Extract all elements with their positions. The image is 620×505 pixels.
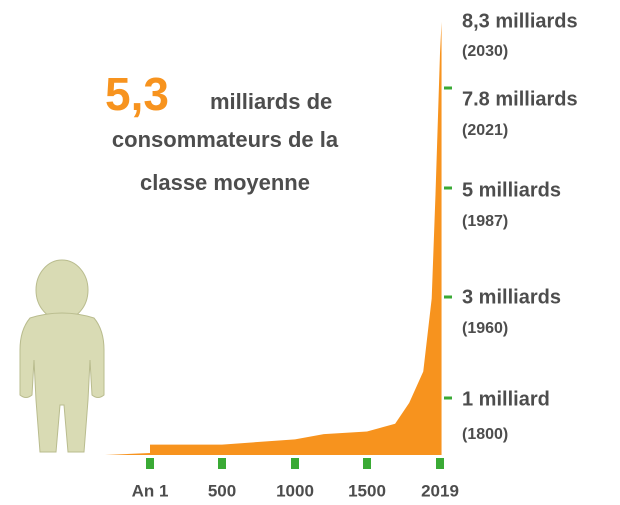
annotation-year: (1960) bbox=[462, 320, 508, 337]
headline-line: consommateurs de la bbox=[112, 127, 339, 152]
x-tick bbox=[146, 458, 154, 469]
annotation-label: 3 milliards bbox=[462, 286, 561, 308]
x-tick bbox=[363, 458, 371, 469]
x-tick bbox=[436, 458, 444, 469]
annotation-label: 5 milliards bbox=[462, 179, 561, 201]
headline-unit: milliards de bbox=[210, 89, 332, 114]
right-axis-ticks bbox=[444, 86, 452, 400]
x-tick bbox=[218, 458, 226, 469]
x-tick-label: 1500 bbox=[348, 481, 386, 500]
headline-line: classe moyenne bbox=[140, 170, 310, 195]
x-tick-label: 2019 bbox=[421, 481, 459, 500]
x-tick bbox=[291, 458, 299, 469]
annotation-label: 8,3 milliards bbox=[462, 10, 578, 32]
person-figure bbox=[19, 259, 105, 453]
annotation-year: (2030) bbox=[462, 43, 508, 60]
annotation-year: (1987) bbox=[462, 213, 508, 230]
area bbox=[105, 22, 442, 455]
annotation-year: (2021) bbox=[462, 122, 508, 139]
x-tick-label: 1000 bbox=[276, 481, 314, 500]
x-tick-label: 500 bbox=[208, 481, 236, 500]
headline-number: 5,3 bbox=[105, 68, 169, 120]
annotation-label: 7.8 milliards bbox=[462, 88, 578, 110]
x-tick-label: An 1 bbox=[132, 481, 169, 500]
annotation-year: (1800) bbox=[462, 426, 508, 443]
annotation-label: 1 milliard bbox=[462, 388, 550, 410]
